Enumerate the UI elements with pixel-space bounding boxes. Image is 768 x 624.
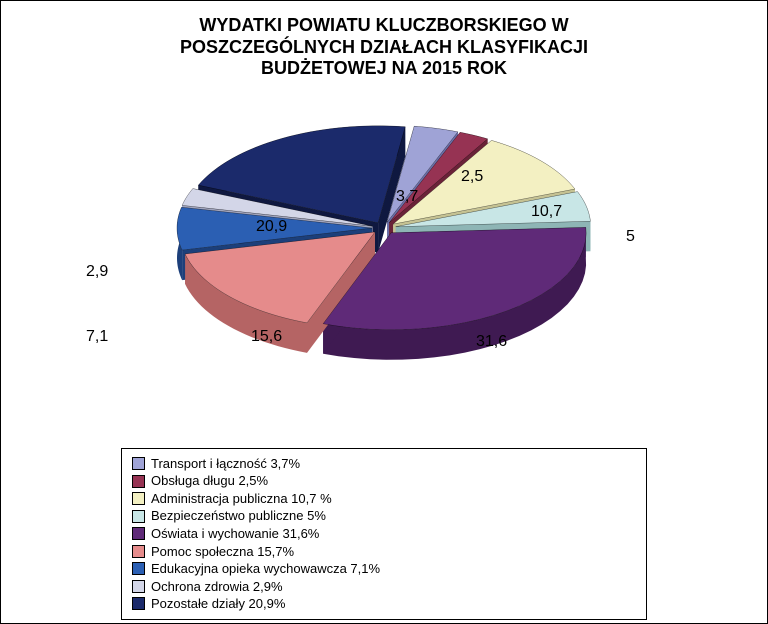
slice-label: 2,9 [86, 263, 108, 281]
legend-label: Transport i łączność 3,7% [151, 455, 300, 473]
slice-label: 31,6 [476, 333, 507, 351]
legend-box: Transport i łączność 3,7%Obsługa długu 2… [121, 448, 647, 620]
slice-label: 7,1 [86, 328, 108, 346]
legend-label: Pozostałe działy 20,9% [151, 595, 285, 613]
legend-row: Ochrona zdrowia 2,9% [132, 578, 636, 596]
pie-svg [124, 98, 644, 398]
legend-label: Bezpieczeństwo publiczne 5% [151, 507, 326, 525]
slice-label: 3,7 [396, 188, 418, 206]
legend-label: Ochrona zdrowia 2,9% [151, 578, 283, 596]
legend-row: Bezpieczeństwo publiczne 5% [132, 507, 636, 525]
legend-row: Oświata i wychowanie 31,6% [132, 525, 636, 543]
legend-row: Transport i łączność 3,7% [132, 455, 636, 473]
legend-swatch [132, 562, 145, 575]
legend-row: Pozostałe działy 20,9% [132, 595, 636, 613]
legend-label: Administracja publiczna 10,7 % [151, 490, 332, 508]
legend-row: Obsługa długu 2,5% [132, 472, 636, 490]
slice-label: 20,9 [256, 218, 287, 236]
legend-label: Edukacyjna opieka wychowawcza 7,1% [151, 560, 380, 578]
legend-row: Edukacyjna opieka wychowawcza 7,1% [132, 560, 636, 578]
legend-swatch [132, 545, 145, 558]
slice-label: 2,5 [461, 168, 483, 186]
legend-label: Obsługa długu 2,5% [151, 472, 268, 490]
slice-label: 10,7 [531, 203, 562, 221]
legend-label: Pomoc społeczna 15,7% [151, 543, 294, 561]
title-line-1: WYDATKI POWIATU KLUCZBORSKIEGO W [41, 15, 727, 37]
legend-swatch [132, 527, 145, 540]
chart-container: WYDATKI POWIATU KLUCZBORSKIEGO W POSZCZE… [0, 0, 768, 624]
chart-title: WYDATKI POWIATU KLUCZBORSKIEGO W POSZCZE… [1, 1, 767, 88]
legend-label: Oświata i wychowanie 31,6% [151, 525, 319, 543]
legend-swatch [132, 492, 145, 505]
title-line-3: BUDŻETOWEJ NA 2015 ROK [41, 58, 727, 80]
title-line-2: POSZCZEGÓLNYCH DZIAŁACH KLASYFIKACJI [41, 37, 727, 59]
legend-swatch [132, 597, 145, 610]
legend-swatch [132, 580, 145, 593]
slice-label: 15,6 [251, 328, 282, 346]
legend-row: Administracja publiczna 10,7 % [132, 490, 636, 508]
legend-row: Pomoc społeczna 15,7% [132, 543, 636, 561]
pie-chart-area: 3,7 2,5 10,7 5 31,6 15,6 7,1 2,9 20,9 [1, 88, 767, 428]
legend-swatch [132, 457, 145, 470]
legend-swatch [132, 510, 145, 523]
legend-swatch [132, 475, 145, 488]
slice-label: 5 [626, 228, 635, 246]
